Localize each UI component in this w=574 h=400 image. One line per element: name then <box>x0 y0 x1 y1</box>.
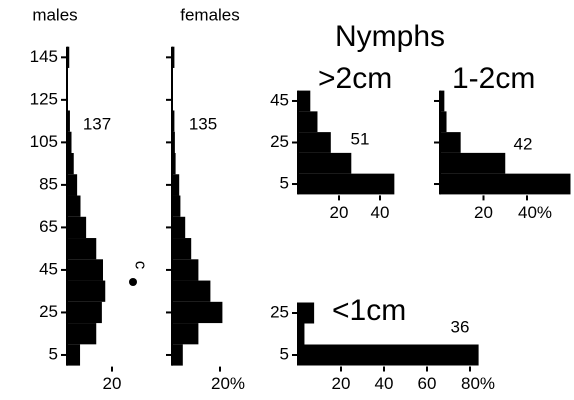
y-tick-label: 145 <box>30 47 58 66</box>
bar <box>298 302 315 324</box>
panel-title: males <box>32 5 77 24</box>
bar <box>172 174 180 196</box>
x-tick-label: 80% <box>461 374 495 393</box>
bar <box>67 259 103 281</box>
bar <box>172 216 186 239</box>
y-tick-label: 5 <box>280 344 289 363</box>
panel-title: <1cm <box>332 294 406 327</box>
bar <box>440 111 447 133</box>
bar <box>298 111 318 133</box>
bar <box>172 153 176 175</box>
panel-title: females <box>180 5 240 24</box>
bar <box>67 301 102 324</box>
x-tick-label: 40 <box>371 203 390 222</box>
y-tick-label: 45 <box>39 259 58 278</box>
y-tick-label: 25 <box>39 302 58 321</box>
marker-dot <box>129 278 137 286</box>
sample-size: 42 <box>514 134 533 153</box>
bar <box>67 174 78 196</box>
x-tick-label: 40% <box>518 203 552 222</box>
bar <box>298 152 352 174</box>
bar <box>172 46 175 68</box>
sample-size: 51 <box>351 129 370 148</box>
bar <box>172 195 181 217</box>
bar <box>298 173 395 195</box>
bar <box>172 301 223 324</box>
bar <box>67 110 70 132</box>
chart-title: Nymphs <box>335 20 445 53</box>
sample-size: 36 <box>451 317 470 336</box>
x-tick-label: 20 <box>330 203 349 222</box>
marker-label: c <box>132 261 151 270</box>
panel-title: >2cm <box>318 62 392 95</box>
x-tick-label: 20% <box>211 374 245 393</box>
x-tick-label: 40 <box>375 374 394 393</box>
y-tick-label: 5 <box>280 174 289 193</box>
bar <box>172 344 183 366</box>
bar <box>298 90 311 112</box>
bar <box>440 173 571 195</box>
y-tick-label: 45 <box>270 90 289 109</box>
bar <box>67 323 97 345</box>
bar <box>172 238 192 260</box>
y-tick-label: 85 <box>39 174 58 193</box>
bar <box>172 110 175 132</box>
y-tick-label: 25 <box>270 132 289 151</box>
bar <box>67 280 106 302</box>
sample-size: 137 <box>83 114 111 133</box>
bar <box>440 152 506 174</box>
y-tick-label: 125 <box>30 89 58 108</box>
panel-title: 1-2cm <box>452 62 535 95</box>
x-tick-label: 60 <box>418 374 437 393</box>
y-tick-label: 25 <box>270 302 289 321</box>
x-tick-label: 20 <box>103 374 122 393</box>
bar <box>67 238 97 260</box>
bar <box>67 195 81 217</box>
bar <box>172 280 211 302</box>
bar <box>298 323 305 345</box>
bar <box>440 132 461 153</box>
x-tick-label: 20 <box>474 203 493 222</box>
bar <box>298 132 331 153</box>
bar <box>172 259 199 281</box>
bar <box>298 344 479 366</box>
bar <box>172 323 199 345</box>
sample-size: 135 <box>189 114 217 133</box>
y-tick-label: 5 <box>49 344 58 363</box>
bar <box>67 46 70 68</box>
bar <box>67 131 72 153</box>
y-tick-label: 105 <box>30 132 58 151</box>
x-tick-label: 20 <box>332 374 351 393</box>
y-tick-label: 65 <box>39 217 58 236</box>
bar <box>172 131 175 153</box>
bar <box>67 344 81 366</box>
bar <box>440 90 445 112</box>
bar <box>67 216 87 239</box>
bar <box>67 153 74 175</box>
